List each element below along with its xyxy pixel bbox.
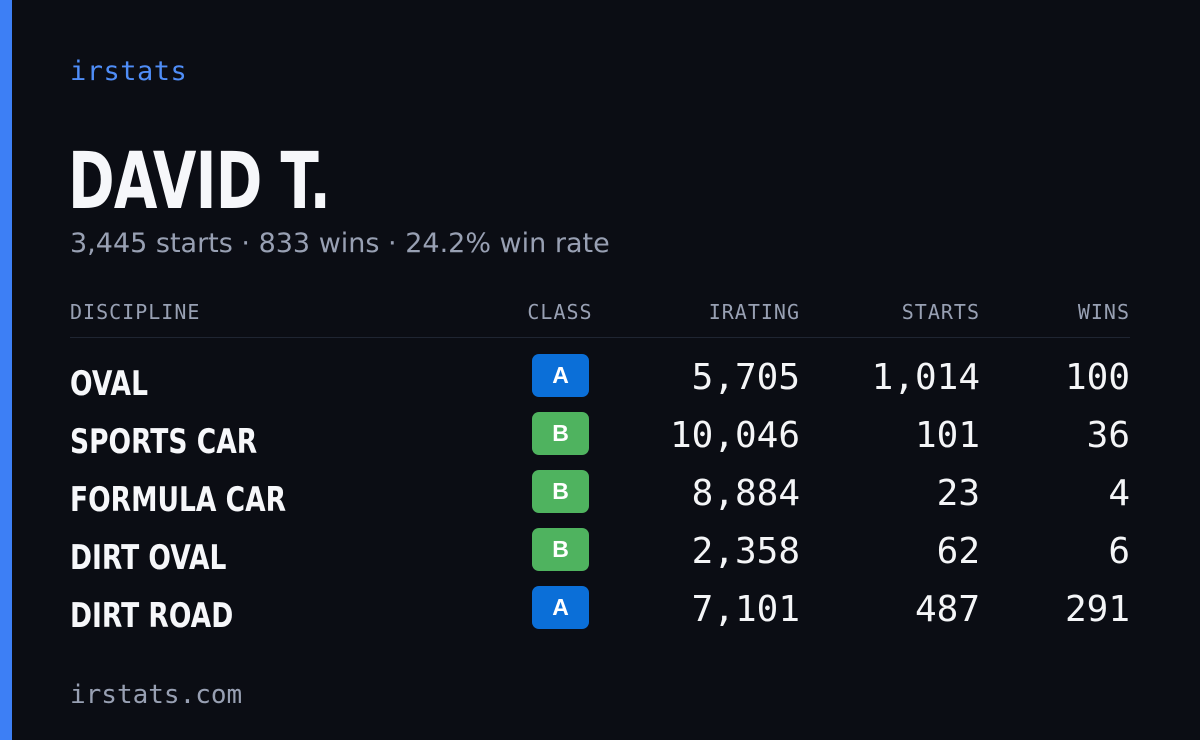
discipline-name: SPORTS CAR bbox=[70, 422, 258, 462]
starts-value: 23 bbox=[936, 473, 980, 514]
discipline-name: FORMULA CAR bbox=[70, 480, 287, 520]
table-row: DIRT ROAD A 7,101 487 291 bbox=[70, 582, 1130, 640]
class-badge: A bbox=[532, 354, 589, 397]
wins-value: 100 bbox=[1064, 357, 1130, 398]
discipline-name: DIRT OVAL bbox=[70, 538, 227, 578]
starts-value: 62 bbox=[936, 531, 980, 572]
header-class: CLASS bbox=[527, 300, 593, 324]
table-row: OVAL A 5,705 1,014 100 bbox=[70, 350, 1130, 408]
irating-value: 8,884 bbox=[691, 473, 800, 514]
irating-value: 10,046 bbox=[669, 415, 800, 456]
starts-value: 1,014 bbox=[871, 357, 980, 398]
table-header: DISCIPLINE CLASS IRATING STARTS WINS bbox=[70, 300, 1130, 338]
wins-value: 6 bbox=[1108, 531, 1130, 572]
irating-value: 2,358 bbox=[691, 531, 800, 572]
header-irating: IRATING bbox=[708, 300, 800, 324]
class-badge: B bbox=[532, 412, 589, 455]
discipline-name: OVAL bbox=[70, 364, 148, 404]
class-badge: A bbox=[532, 586, 589, 629]
header-starts: STARTS bbox=[901, 300, 980, 324]
table-row: DIRT OVAL B 2,358 62 6 bbox=[70, 524, 1130, 582]
table-row: FORMULA CAR B 8,884 23 4 bbox=[70, 466, 1130, 524]
footer-url: irstats.com bbox=[70, 680, 243, 710]
driver-summary: 3,445 starts · 833 wins · 24.2% win rate bbox=[70, 228, 610, 259]
brand-logo: irstats bbox=[70, 56, 188, 87]
wins-value: 4 bbox=[1108, 473, 1130, 514]
wins-value: 291 bbox=[1064, 589, 1130, 630]
irating-value: 5,705 bbox=[691, 357, 800, 398]
class-badge: B bbox=[532, 528, 589, 571]
header-discipline: DISCIPLINE bbox=[70, 300, 201, 324]
starts-value: 101 bbox=[914, 415, 980, 456]
discipline-name: DIRT ROAD bbox=[70, 596, 234, 636]
starts-value: 487 bbox=[914, 589, 980, 630]
wins-value: 36 bbox=[1086, 415, 1130, 456]
irating-value: 7,101 bbox=[691, 589, 800, 630]
discipline-table: OVAL A 5,705 1,014 100 SPORTS CAR B 10,0… bbox=[70, 350, 1130, 640]
accent-bar bbox=[0, 0, 12, 740]
header-wins: WINS bbox=[1077, 300, 1130, 324]
table-row: SPORTS CAR B 10,046 101 36 bbox=[70, 408, 1130, 466]
class-badge: B bbox=[532, 470, 589, 513]
driver-name: DAVID T. bbox=[68, 137, 331, 227]
